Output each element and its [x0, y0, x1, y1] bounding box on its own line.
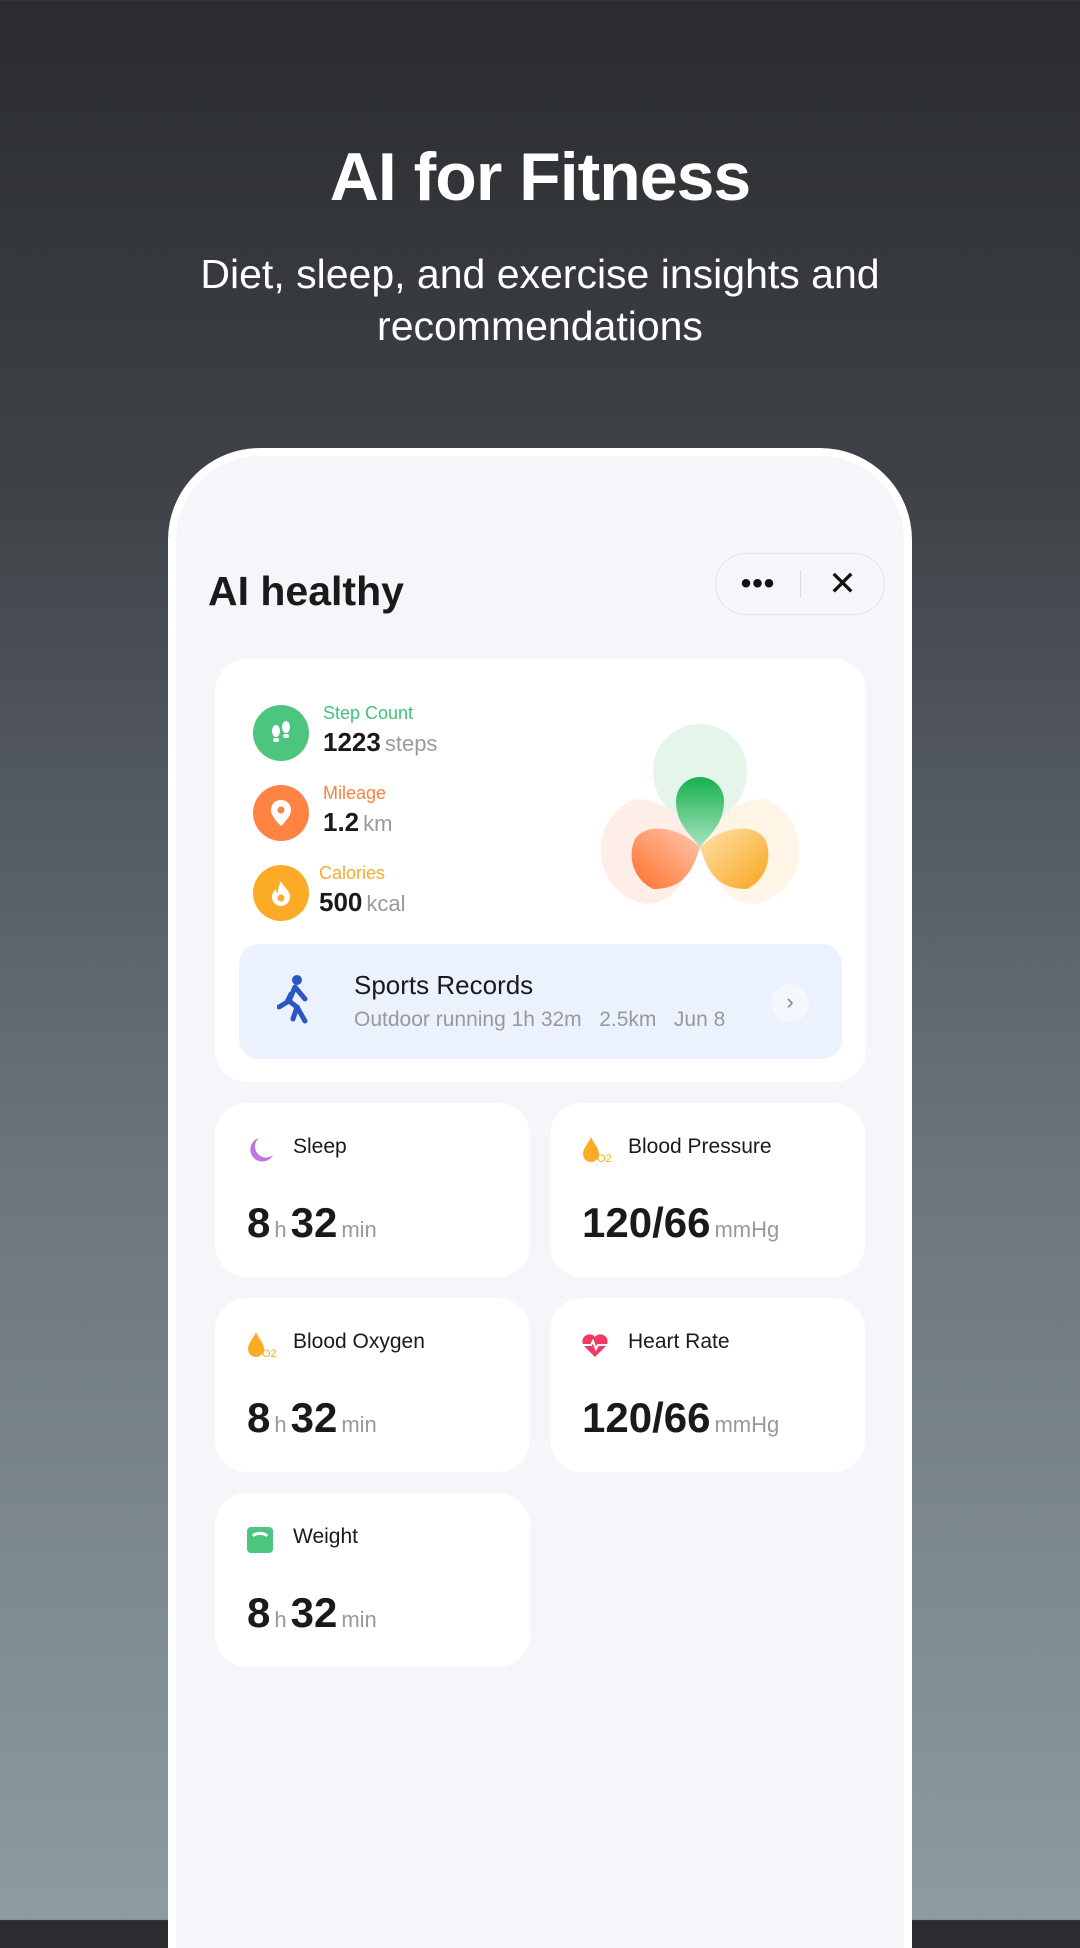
- mileage-petal: [631, 828, 700, 889]
- metric-label: Mileage: [323, 783, 387, 803]
- location-pin-icon: [253, 785, 309, 841]
- card-title: Heart Rate: [628, 1330, 730, 1353]
- svg-text:O2: O2: [597, 1153, 612, 1165]
- moon-icon: [250, 1138, 273, 1162]
- card-weight[interactable]: Weight 8 h32 min: [215, 1493, 530, 1667]
- flame-icon: [253, 865, 309, 921]
- more-button[interactable]: •••: [740, 567, 776, 600]
- app-title: AI healthy: [208, 568, 404, 614]
- card-value: 8 h32 min: [247, 1394, 377, 1441]
- card-blood-pressure[interactable]: O2 Blood Pressure 120/66 mmHg: [550, 1103, 865, 1277]
- blood-drop-o2-icon: O2: [248, 1332, 277, 1360]
- sports-records-panel[interactable]: Sports Records Outdoor running 1h 32m 2.…: [239, 944, 842, 1059]
- sports-records-title: Sports Records: [354, 970, 534, 1000]
- chevron-right-icon[interactable]: ›: [771, 984, 809, 1022]
- card-value: 120/66 mmHg: [582, 1394, 780, 1441]
- card-value: 8 h32 min: [247, 1589, 377, 1636]
- card-title: Weight: [293, 1525, 358, 1548]
- card-value: 120/66 mmHg: [582, 1199, 780, 1246]
- mini-program-capsule: ••• ✕: [715, 553, 885, 615]
- card-heart-rate[interactable]: Heart Rate 120/66 mmHg: [550, 1298, 865, 1472]
- card-value: 8 h32 min: [247, 1199, 377, 1246]
- card-blood-oxygen[interactable]: O2 Blood Oxygen 8 h32 min: [215, 1298, 530, 1472]
- metric-value: 1.2 km: [323, 807, 393, 837]
- hero-title: AI for Fitness: [329, 139, 752, 215]
- metric-value: 500 kcal: [319, 887, 406, 917]
- svg-text:O2: O2: [262, 1348, 277, 1360]
- sports-records-summary: Outdoor running 1h 32m 2.5km Jun 8: [354, 1008, 726, 1031]
- card-title: Blood Oxygen: [293, 1330, 425, 1353]
- calories-petal: [700, 828, 769, 889]
- heart-rate-icon: [582, 1334, 608, 1357]
- metric-label: Calories: [319, 863, 386, 883]
- metric-value: 1223 steps: [323, 727, 438, 757]
- step-petal: [676, 777, 724, 847]
- metric-label: Step Count: [323, 703, 414, 723]
- scale-icon: [247, 1527, 273, 1553]
- card-title: Sleep: [293, 1135, 347, 1158]
- activity-summary-card: Step Count 1223 steps Mileage 1.2 km Calor…: [215, 659, 866, 1082]
- divider: [800, 570, 801, 598]
- running-person-icon: [277, 975, 308, 1024]
- activity-rings-flower: [600, 724, 800, 904]
- hero-subtitle: Diet, sleep, and exercise insights and r…: [200, 251, 880, 349]
- blood-drop-icon: O2: [583, 1137, 612, 1165]
- card-sleep[interactable]: Sleep 8 h32 min: [215, 1103, 530, 1277]
- card-title: Blood Pressure: [628, 1135, 772, 1158]
- close-button[interactable]: ✕: [828, 565, 857, 603]
- footprints-icon: [253, 705, 309, 761]
- phone-frame: AI healthy ••• ✕ Step Count 1223 steps Mi…: [168, 448, 912, 1948]
